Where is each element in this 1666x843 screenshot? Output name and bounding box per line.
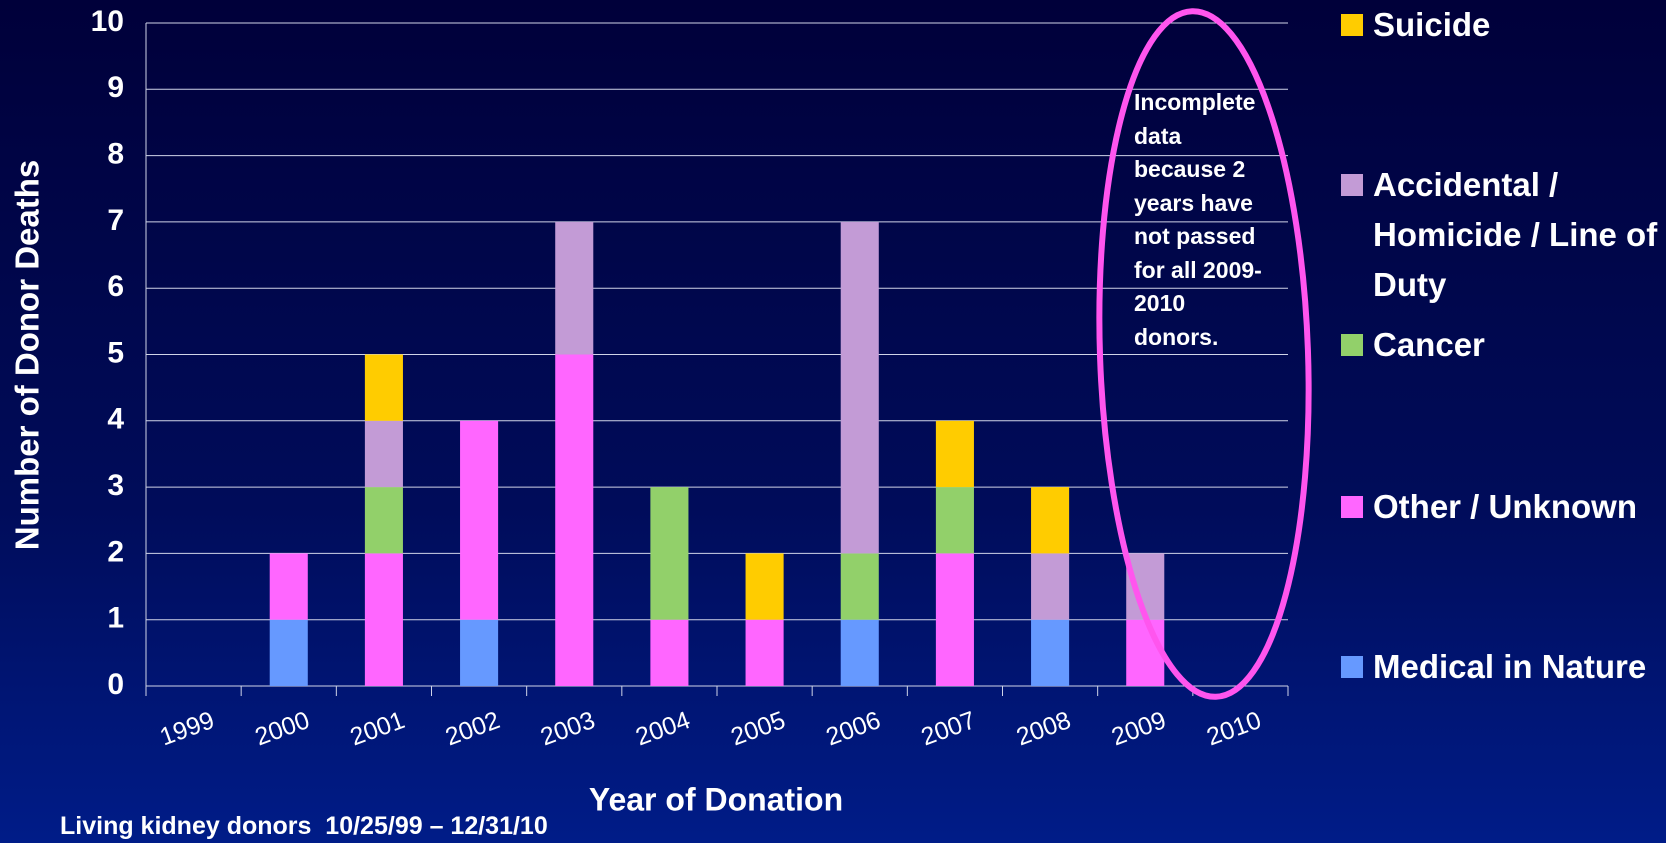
bar-segment bbox=[269, 619, 308, 686]
bar-segment bbox=[745, 553, 784, 620]
legend-item: Suicide bbox=[1341, 0, 1661, 50]
legend-label: Cancer bbox=[1373, 326, 1485, 363]
legend-item: Medical in Nature bbox=[1341, 642, 1661, 692]
bar-segment bbox=[840, 553, 879, 620]
y-tick-label: 6 bbox=[107, 270, 124, 303]
bar-segment bbox=[555, 221, 594, 355]
bar-segment bbox=[269, 553, 308, 620]
legend-label: Medical in Nature bbox=[1373, 648, 1647, 685]
x-tick-label: 2009 bbox=[1108, 706, 1170, 751]
bar-segment bbox=[460, 420, 499, 620]
bar-segment bbox=[1126, 619, 1165, 686]
bar-segment bbox=[364, 420, 403, 488]
x-tick-label: 2005 bbox=[727, 706, 789, 751]
bar-segment bbox=[555, 354, 594, 686]
x-tick-label: 2010 bbox=[1203, 706, 1265, 751]
y-tick-label: 4 bbox=[107, 403, 124, 436]
annotation: Incomplete data because 2 years have not… bbox=[1134, 89, 1262, 350]
y-tick-label: 0 bbox=[107, 668, 124, 701]
legend-swatch bbox=[1341, 14, 1363, 36]
bar-segment bbox=[745, 619, 784, 686]
bar-segment bbox=[840, 221, 879, 554]
legend-swatch bbox=[1341, 334, 1363, 356]
x-tick-label: 2004 bbox=[632, 706, 694, 751]
bar-segment bbox=[840, 619, 879, 686]
legend-swatch bbox=[1341, 174, 1363, 196]
y-axis-title: Number of Donor Deaths bbox=[9, 160, 46, 551]
bar-segment bbox=[650, 487, 689, 620]
legend-item: Cancer bbox=[1341, 320, 1661, 370]
y-tick-label: 9 bbox=[107, 71, 124, 104]
legend-item: Accidental / Homicide / Line of Duty bbox=[1341, 160, 1661, 310]
bar-segment bbox=[364, 354, 403, 421]
bar-segment bbox=[1031, 553, 1070, 620]
x-tick-label: 1999 bbox=[156, 706, 218, 751]
y-tick-label: 1 bbox=[107, 602, 124, 635]
y-tick-label: 5 bbox=[107, 336, 124, 369]
bar-segment bbox=[935, 553, 974, 686]
x-tick-label: 2007 bbox=[918, 706, 980, 751]
x-tick-label: 2006 bbox=[822, 706, 884, 751]
highlight-ellipse bbox=[1096, 8, 1312, 700]
legend-label: Suicide bbox=[1373, 6, 1491, 43]
bar-segment bbox=[364, 487, 403, 554]
x-axis-title: Year of Donation bbox=[589, 781, 843, 817]
legend-label: Other / Unknown bbox=[1373, 488, 1637, 525]
bar-segment bbox=[1031, 487, 1070, 554]
y-tick-label: 8 bbox=[107, 138, 124, 171]
bar-segment bbox=[935, 420, 974, 488]
legend-label: Accidental / Homicide / Line of Duty bbox=[1373, 166, 1658, 303]
legend-swatch bbox=[1341, 656, 1363, 678]
y-tick-label: 2 bbox=[107, 535, 124, 568]
bar-segment bbox=[1031, 619, 1070, 686]
bar-segment bbox=[460, 619, 499, 686]
y-tick-label: 3 bbox=[107, 469, 124, 502]
x-tick-label: 2000 bbox=[251, 706, 313, 751]
bar-segment bbox=[650, 619, 689, 686]
bar-segment bbox=[364, 553, 403, 686]
y-tick-label: 10 bbox=[91, 5, 124, 38]
footnote: Living kidney donors 10/25/99 – 12/31/10 bbox=[60, 812, 548, 840]
x-tick-label: 2003 bbox=[537, 706, 599, 751]
legend-item: Other / Unknown bbox=[1341, 482, 1661, 532]
legend-swatch bbox=[1341, 496, 1363, 518]
x-tick-label: 2001 bbox=[347, 706, 409, 751]
bar-segment bbox=[935, 487, 974, 554]
x-tick-label: 2002 bbox=[442, 706, 504, 751]
x-tick-label: 2008 bbox=[1013, 706, 1075, 751]
y-tick-label: 7 bbox=[107, 204, 124, 237]
